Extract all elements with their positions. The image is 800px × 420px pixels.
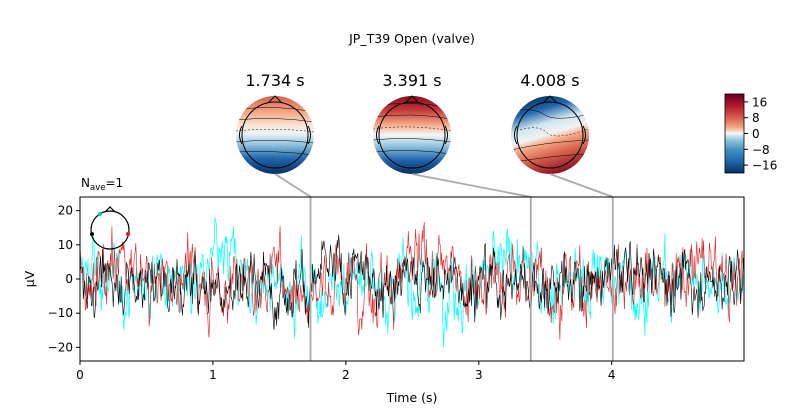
topomap-time-label: 1.734 s <box>245 71 304 90</box>
connector-2 <box>411 173 532 198</box>
colorbar-tick-label: 0 <box>752 127 760 141</box>
colorbar-tick-label: 16 <box>752 95 767 109</box>
x-tick-label: 1 <box>209 368 217 382</box>
connector-1 <box>274 173 312 198</box>
topomap-field <box>373 96 451 174</box>
topomap-time-label: 3.391 s <box>382 71 441 90</box>
topomap-time-label: 4.008 s <box>520 71 579 90</box>
x-tick-label: 4 <box>608 368 616 382</box>
traces <box>80 217 744 348</box>
nave-label: Nave=1 <box>81 176 123 193</box>
colorbar: 16 8 0 −8 −16 <box>724 93 777 174</box>
topomap-field <box>236 96 314 174</box>
y-tick-label: 10 <box>58 238 73 252</box>
y-tick-label: 20 <box>58 204 73 218</box>
y-axis: −20 −10 0 10 20 <box>48 204 80 354</box>
time-markers <box>309 197 614 361</box>
topomap-3: 4.008 s <box>511 71 589 174</box>
nave-n: N <box>81 176 90 190</box>
connector-3 <box>549 173 614 198</box>
sensor-inset <box>90 206 130 250</box>
nave-value: =1 <box>105 176 123 190</box>
y-tick-label: −20 <box>48 340 73 354</box>
trace-3 <box>80 234 744 330</box>
trace-1 <box>80 217 744 348</box>
butterfly-plot: 0 1 2 3 4 −20 −10 0 10 20 Time (s) µV <box>22 196 745 405</box>
head-outline <box>376 95 448 169</box>
x-tick-label: 3 <box>475 368 483 382</box>
colorbar-gradient <box>724 93 745 174</box>
x-tick-label: 0 <box>76 368 84 382</box>
sensor-dot <box>90 232 94 236</box>
colorbar-ticks: 16 8 0 −8 −16 <box>744 95 777 173</box>
sensor-dot <box>126 232 130 236</box>
nave-sub: ave <box>90 183 105 193</box>
colorbar-tick-label: 8 <box>752 111 760 125</box>
head-outline <box>514 95 586 169</box>
figure-title: JP_T39 Open (valve) <box>348 31 475 46</box>
y-tick-label: 0 <box>65 272 73 286</box>
head-outline <box>239 95 311 169</box>
topomap-2: 3.391 s <box>373 71 451 174</box>
colorbar-tick-label: −16 <box>752 159 777 173</box>
y-axis-label: µV <box>22 270 37 287</box>
x-axis-label: Time (s) <box>386 390 438 405</box>
x-axis: 0 1 2 3 4 <box>76 361 616 382</box>
topomap-1: 1.734 s <box>236 71 314 174</box>
topomaps: 1.734 s 3.391 s <box>236 71 589 174</box>
y-tick-label: −10 <box>48 306 73 320</box>
colorbar-tick-label: −8 <box>752 143 770 157</box>
x-tick-label: 2 <box>342 368 350 382</box>
sensor-dot <box>98 212 102 216</box>
topomap-connectors <box>274 173 614 198</box>
